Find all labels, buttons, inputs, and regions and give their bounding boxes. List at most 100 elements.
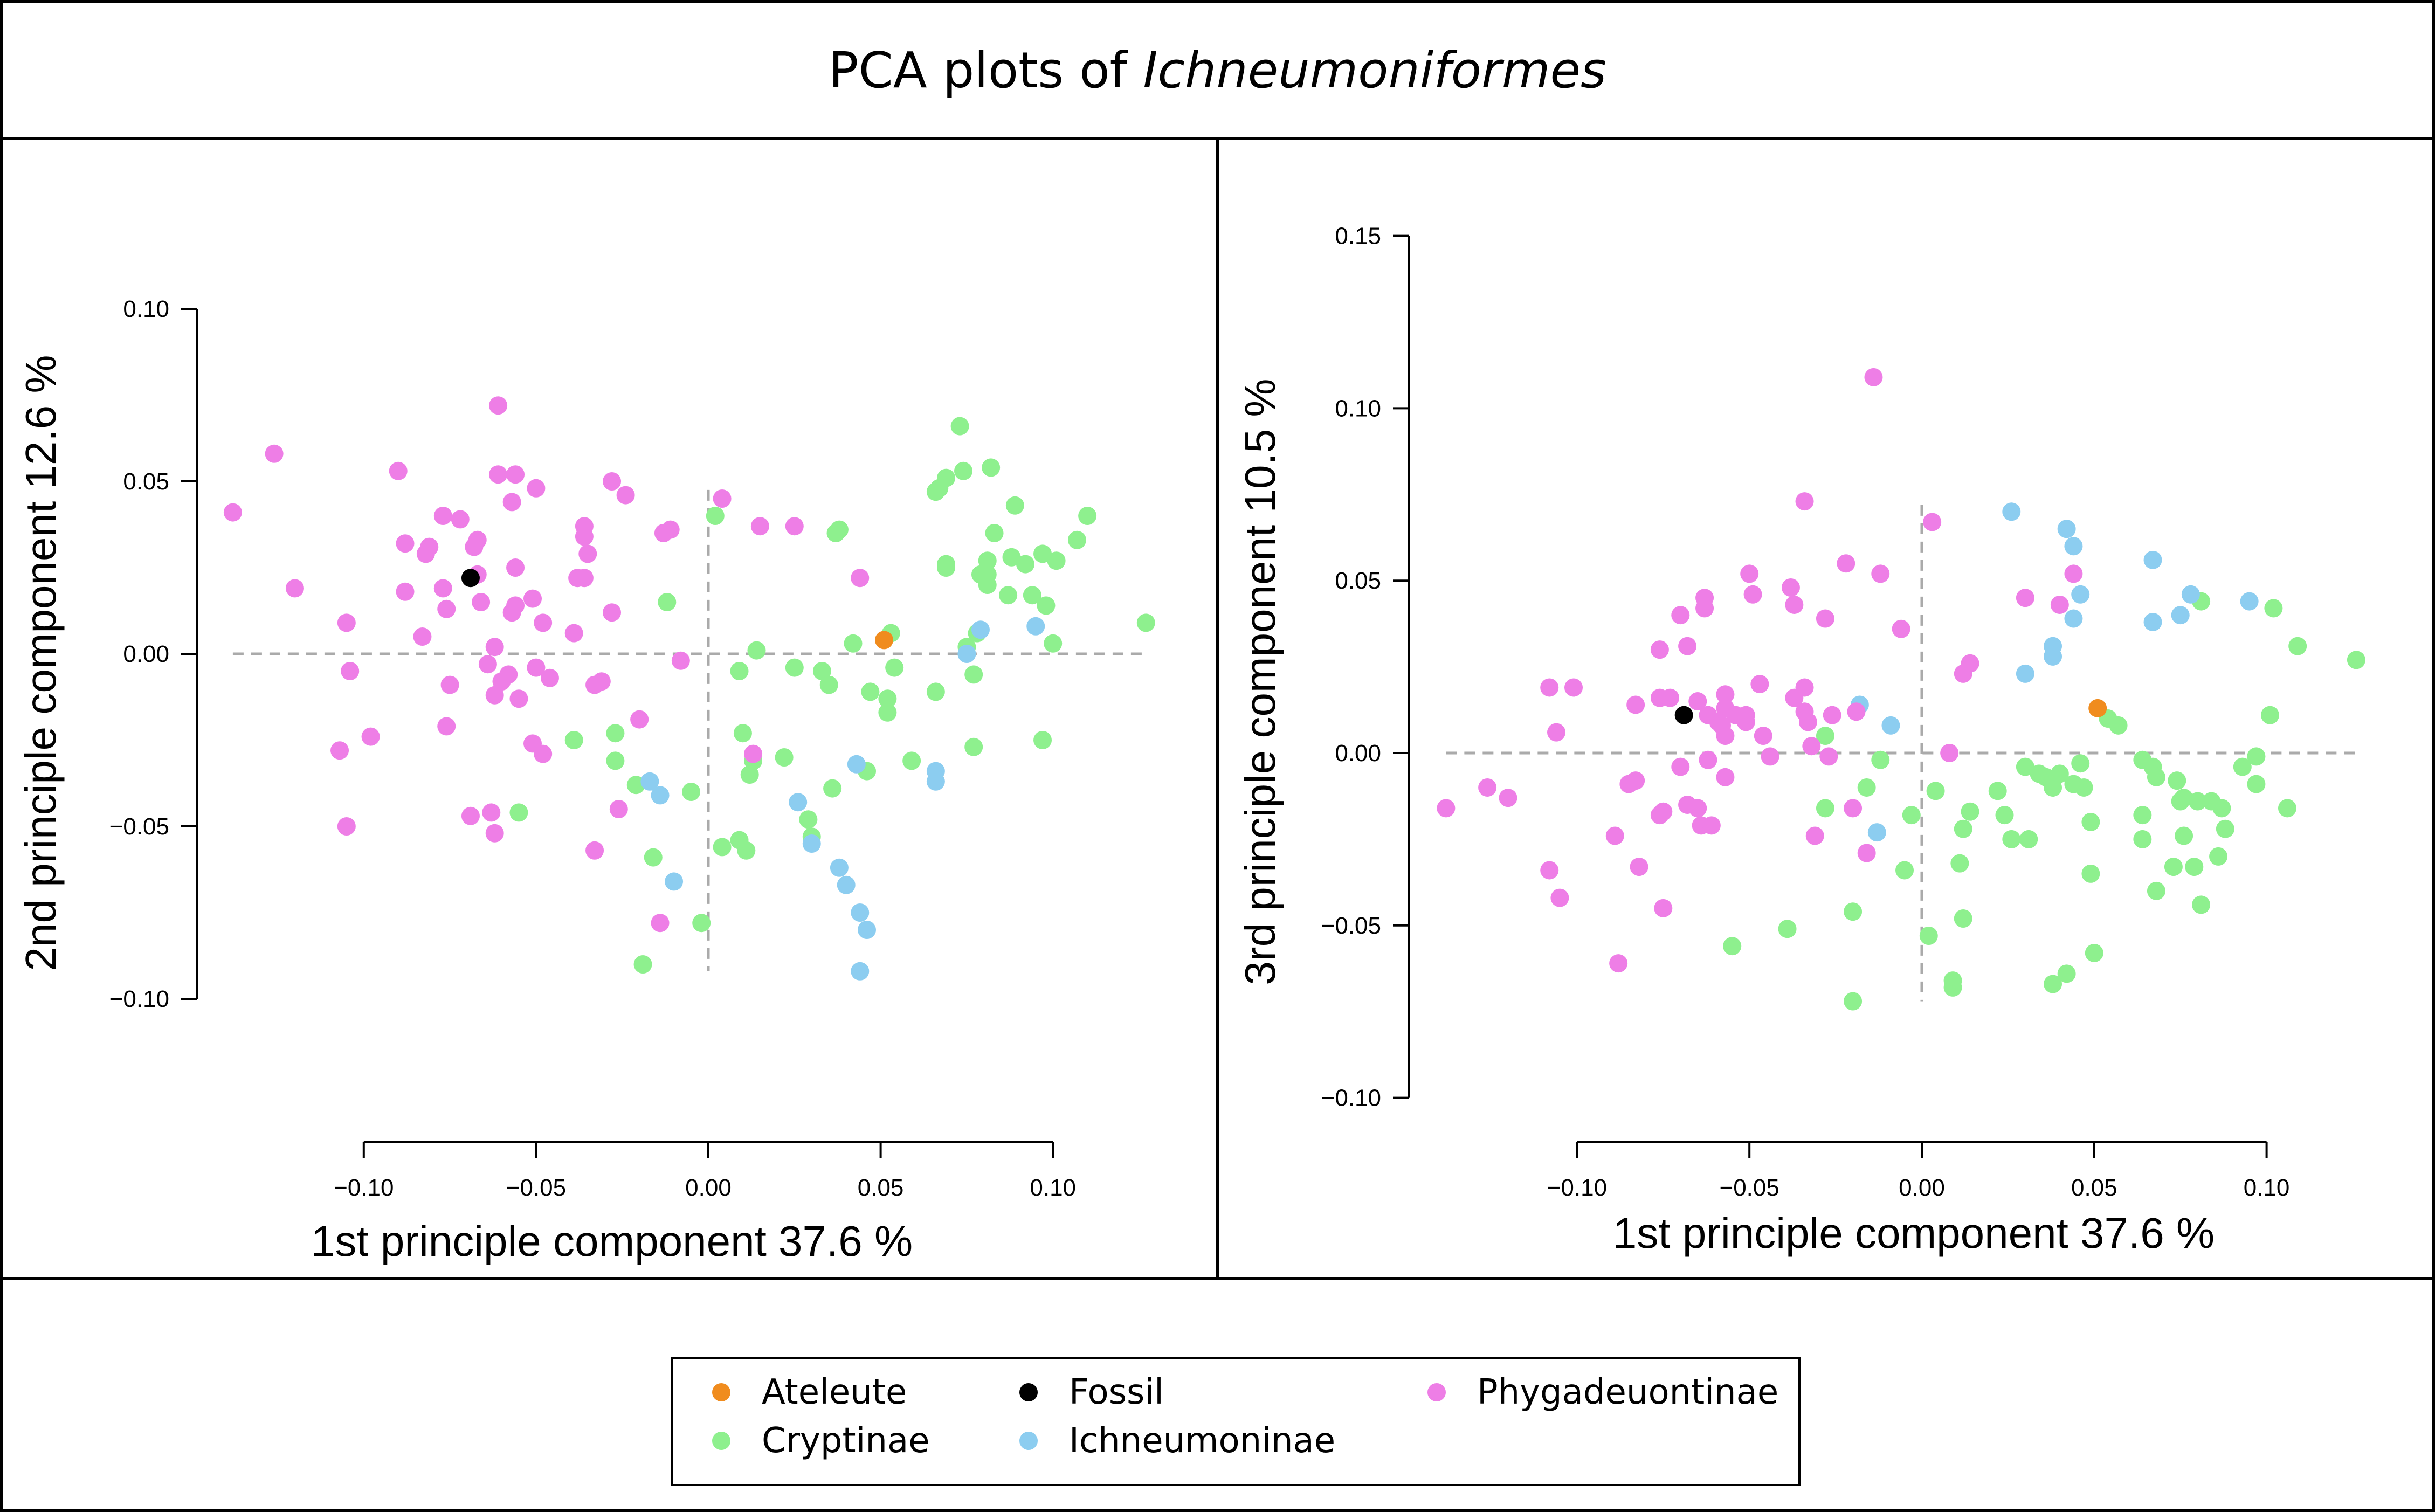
legend-marker-fossil	[1019, 1383, 1038, 1401]
data-point-phygadeuontinae	[1940, 744, 1959, 762]
data-point-phygadeuontinae	[489, 465, 508, 484]
x-tick-label: 0.05	[858, 1175, 904, 1201]
data-point-cryptinae	[982, 458, 1001, 477]
data-point-cryptinae	[740, 765, 759, 784]
x-tick-label: 0.00	[685, 1175, 732, 1201]
data-point-cryptinae	[937, 468, 956, 487]
data-point-cryptinae	[1016, 555, 1035, 574]
x-tick-label: −0.05	[506, 1175, 566, 1201]
legend-label-ateleute: Ateleute	[762, 1372, 907, 1412]
data-point-ichneumoninae	[2057, 520, 2076, 538]
data-point-ichneumoninae	[1026, 617, 1045, 636]
data-point-ichneumoninae	[640, 772, 659, 791]
data-point-phygadeuontinae	[1650, 640, 1669, 659]
data-point-cryptinae	[1954, 819, 1972, 838]
data-point-phygadeuontinae	[527, 479, 546, 498]
data-point-ichneumoninae	[2240, 592, 2259, 611]
data-point-cryptinae	[2016, 757, 2034, 776]
y-tick-label: 0.10	[123, 296, 169, 322]
data-point-phygadeuontinae	[499, 665, 518, 684]
data-point-phygadeuontinae	[465, 537, 484, 556]
data-point-phygadeuontinae	[1671, 757, 1690, 776]
data-point-cryptinae	[2147, 768, 2165, 786]
data-point-cryptinae	[2247, 775, 2266, 793]
data-point-phygadeuontinae	[1654, 899, 1673, 917]
legend-item-ichneumoninae: Ichneumoninae	[1019, 1419, 1335, 1462]
data-point-cryptinae	[1919, 926, 1938, 945]
data-point-cryptinae	[2085, 943, 2103, 962]
data-point-phygadeuontinae	[1609, 954, 1628, 973]
data-point-phygadeuontinae	[451, 510, 470, 529]
data-point-cryptinae	[937, 555, 956, 574]
data-point-cryptinae	[1033, 544, 1052, 563]
data-point-cryptinae	[2044, 975, 2062, 993]
data-point-cryptinae	[799, 810, 818, 829]
y-tick-label: −0.10	[1321, 1085, 1381, 1111]
data-point-cryptinae	[775, 748, 794, 767]
data-point-phygadeuontinae	[440, 675, 459, 694]
data-point-phygadeuontinae	[1650, 806, 1669, 825]
data-point-phygadeuontinae	[1437, 799, 1456, 818]
data-point-phygadeuontinae	[661, 520, 680, 539]
legend-marker-phygadeuontinae	[1427, 1383, 1446, 1401]
data-point-phygadeuontinae	[616, 486, 635, 505]
y-tick-label: 0.00	[1335, 740, 1381, 767]
data-point-phygadeuontinae	[1713, 716, 1732, 735]
data-point-cryptinae	[2192, 895, 2211, 914]
data-point-phygadeuontinae	[1695, 599, 1714, 618]
data-point-ichneumoninae	[1881, 716, 1900, 735]
data-point-phygadeuontinae	[1626, 771, 1645, 790]
data-point-phygadeuontinae	[1626, 695, 1645, 714]
data-point-cryptinae	[1023, 586, 1041, 605]
data-point-cryptinae	[1895, 861, 1914, 880]
data-point-cryptinae	[1988, 782, 2007, 800]
data-point-phygadeuontinae	[1499, 789, 1517, 807]
data-point-phygadeuontinae	[1819, 747, 1838, 766]
data-point-phygadeuontinae	[1923, 513, 1942, 531]
data-point-phygadeuontinae	[1795, 492, 1814, 511]
data-point-phygadeuontinae	[1671, 606, 1690, 625]
data-point-ichneumoninae	[2143, 550, 2162, 569]
y-tick-label: 0.05	[123, 468, 169, 495]
data-point-cryptinae	[861, 682, 880, 701]
data-point-cryptinae	[606, 724, 625, 743]
data-point-cryptinae	[509, 803, 528, 822]
data-point-phygadeuontinae	[285, 579, 304, 598]
data-point-cryptinae	[2216, 819, 2234, 838]
data-point-phygadeuontinae	[2050, 595, 2069, 614]
data-point-phygadeuontinae	[1857, 844, 1876, 862]
data-point-phygadeuontinae	[1630, 858, 1648, 876]
data-point-phygadeuontinae	[437, 599, 456, 618]
data-point-ichneumoninae	[971, 620, 990, 639]
data-point-phygadeuontinae	[1740, 564, 1759, 583]
data-point-phygadeuontinae	[1795, 678, 1814, 697]
data-point-phygadeuontinae	[527, 658, 546, 677]
y-axis-label: 2nd principle component 12.6 %	[17, 355, 65, 971]
data-point-cryptinae	[2147, 881, 2165, 900]
y-tick-label: 0.00	[123, 641, 169, 667]
data-point-phygadeuontinae	[1961, 654, 1979, 673]
data-point-cryptinae	[978, 551, 997, 570]
data-point-phygadeuontinae	[744, 744, 763, 763]
data-point-cryptinae	[1954, 909, 1972, 928]
data-point-cryptinae	[2109, 716, 2128, 735]
data-point-cryptinae	[1816, 799, 1834, 818]
data-point-phygadeuontinae	[2064, 564, 2083, 583]
data-point-phygadeuontinae	[568, 569, 587, 588]
data-point-cryptinae	[878, 689, 897, 708]
data-point-cryptinae	[2247, 747, 2266, 766]
data-point-phygadeuontinae	[1661, 688, 1680, 707]
data-point-phygadeuontinae	[506, 558, 525, 577]
data-point-cryptinae	[1943, 978, 1962, 997]
y-axis-label: 3rd principle component 10.5 %	[1236, 378, 1284, 985]
data-point-phygadeuontinae	[1547, 723, 1566, 742]
data-point-ichneumoninae	[830, 858, 849, 877]
data-point-phygadeuontinae	[1688, 692, 1707, 711]
series-cryptinae	[1723, 592, 2365, 1011]
data-point-cryptinae	[606, 751, 625, 770]
legend-marker-ichneumoninae	[1019, 1432, 1038, 1450]
data-point-cryptinae	[733, 724, 752, 743]
data-point-cryptinae	[954, 461, 973, 480]
data-point-phygadeuontinae	[785, 517, 804, 536]
